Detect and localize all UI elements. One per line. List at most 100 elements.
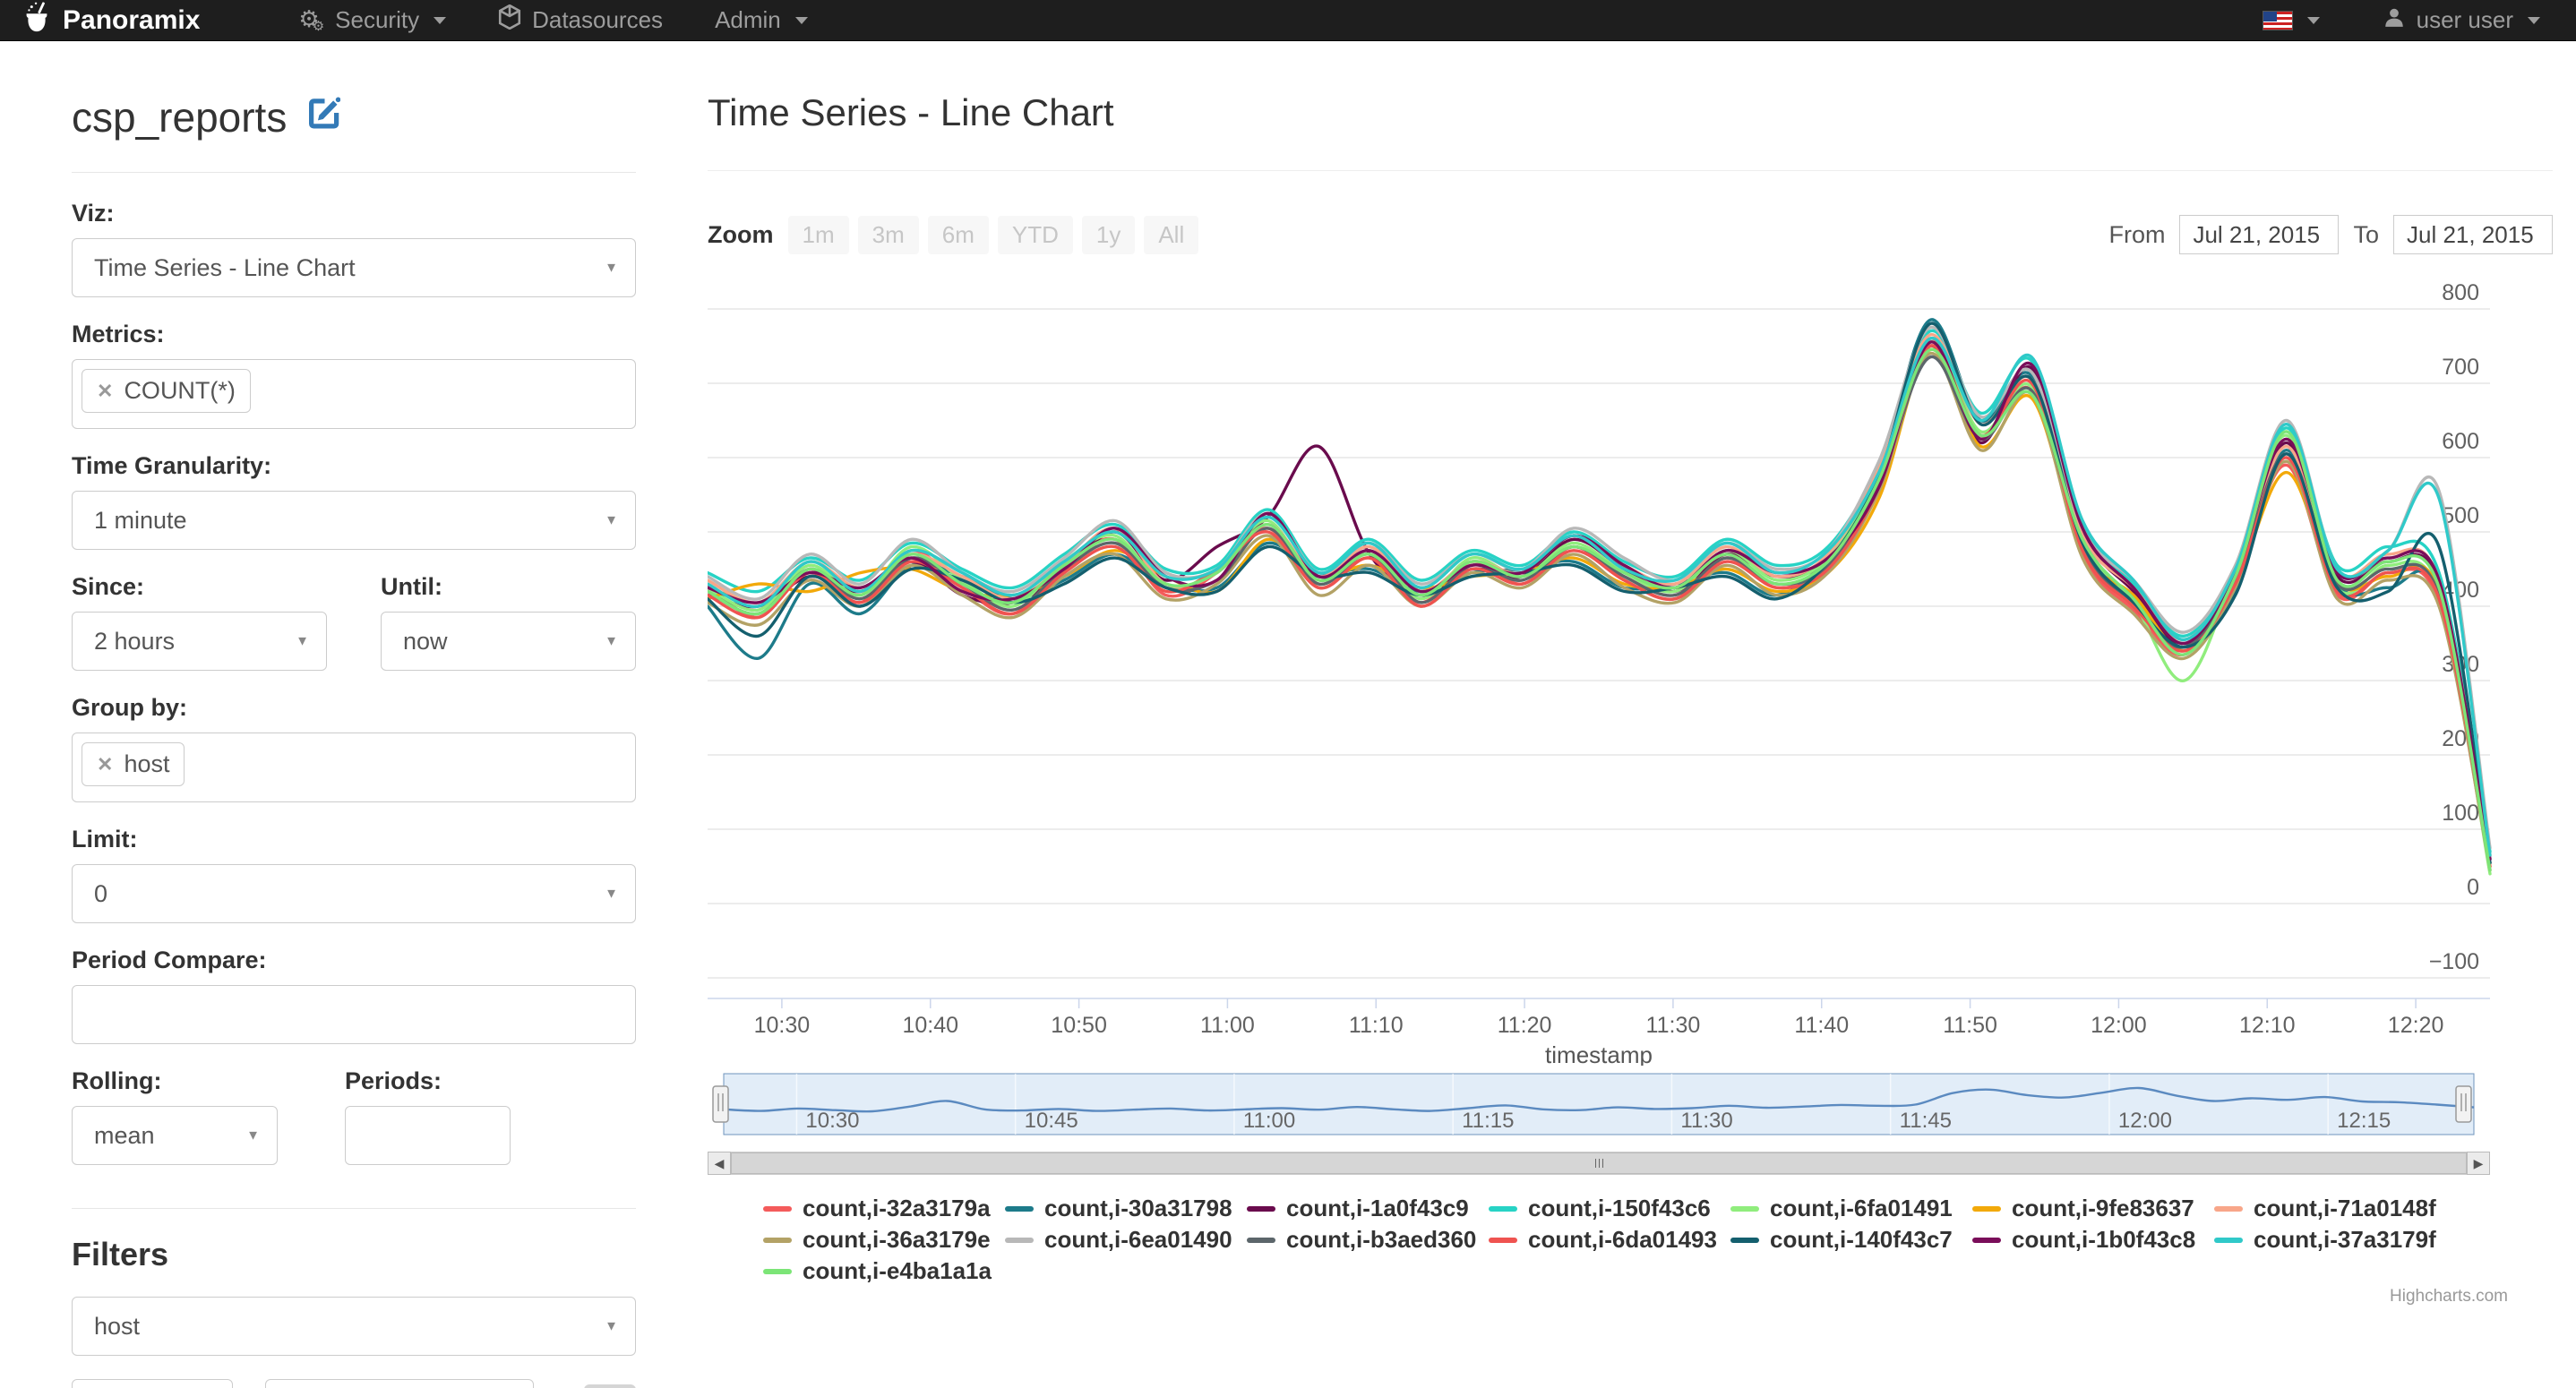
legend-label: count,i-32a3179a: [803, 1195, 991, 1221]
svg-text:11:00: 11:00: [1243, 1109, 1295, 1133]
zoom-range-button[interactable]: 1y: [1081, 215, 1136, 254]
legend-swatch: [1489, 1205, 1517, 1212]
nav-datasources[interactable]: Datasources: [498, 4, 663, 36]
legend-item[interactable]: count,i-36a3179e: [763, 1226, 1005, 1254]
remove-filter-button[interactable]: −: [584, 1384, 636, 1388]
to-label: To: [2353, 220, 2379, 248]
from-date-input[interactable]: [2179, 215, 2340, 254]
svg-text:12:00: 12:00: [2091, 1013, 2147, 1038]
legend-item[interactable]: count,i-6ea01490: [1005, 1226, 1247, 1254]
viz-select[interactable]: Time Series - Line Chart: [72, 238, 636, 297]
legend-item[interactable]: count,i-9fe83637: [1972, 1195, 2214, 1222]
groupby-chip: ✕ host: [82, 742, 185, 786]
legend-swatch: [1730, 1205, 1759, 1212]
svg-text:12:15: 12:15: [2337, 1109, 2391, 1133]
legend-item[interactable]: count,i-1a0f43c9: [1247, 1195, 1489, 1222]
svg-text:11:30: 11:30: [1680, 1109, 1732, 1133]
us-flag-icon: [2262, 10, 2293, 30]
scrollbar-thumb[interactable]: [731, 1152, 2467, 1174]
legend-item[interactable]: count,i-b3aed360: [1247, 1226, 1489, 1254]
legend-item[interactable]: count,i-140f43c7: [1730, 1226, 1972, 1254]
series-line: [706, 352, 2492, 872]
svg-text:11:50: 11:50: [1943, 1013, 1997, 1038]
zoom-range-button[interactable]: 3m: [857, 215, 919, 254]
svg-text:11:00: 11:00: [1200, 1013, 1255, 1038]
chevron-down-icon: [434, 16, 447, 24]
legend-label: count,i-37a3179f: [2254, 1226, 2436, 1253]
groupby-input[interactable]: ✕ host: [72, 733, 636, 802]
legend-swatch: [763, 1205, 792, 1212]
rolling-select[interactable]: mean: [72, 1106, 278, 1165]
chart-scrollbar[interactable]: ◀ ▶: [708, 1152, 2490, 1175]
legend-label: count,i-6da01493: [1528, 1226, 1717, 1253]
from-label: From: [2108, 220, 2166, 248]
user-name: user user: [2416, 6, 2513, 33]
to-date-input[interactable]: [2393, 215, 2553, 254]
filter-op-select[interactable]: in: [72, 1379, 233, 1388]
navigator-handle[interactable]: [2455, 1085, 2472, 1123]
period-compare-input[interactable]: [72, 985, 636, 1044]
remove-groupby-icon[interactable]: ✕: [97, 752, 114, 775]
legend-item[interactable]: count,i-37a3179f: [2214, 1226, 2456, 1254]
nav-security[interactable]: ⚙ ⚙ Security: [298, 6, 447, 34]
legend-swatch: [1972, 1205, 2001, 1212]
user-menu[interactable]: user user: [2383, 5, 2540, 35]
legend-item[interactable]: count,i-32a3179a: [763, 1195, 1005, 1222]
zoom-range-button[interactable]: 1m: [787, 215, 849, 254]
svg-text:800: 800: [2442, 280, 2479, 305]
filter-value-input[interactable]: [265, 1379, 534, 1388]
scroll-right-arrow[interactable]: ▶: [2467, 1152, 2490, 1175]
app-brand[interactable]: Panoramix: [20, 0, 200, 41]
chevron-down-icon: [2306, 16, 2320, 24]
language-menu[interactable]: [2262, 10, 2320, 30]
svg-text:12:10: 12:10: [2239, 1013, 2296, 1038]
since-select[interactable]: 2 hours: [72, 612, 327, 671]
edit-datasource-icon[interactable]: [303, 93, 341, 141]
filter-field-select[interactable]: host: [72, 1297, 636, 1356]
limit-label: Limit:: [72, 826, 138, 853]
legend-item[interactable]: count,i-1b0f43c8: [1972, 1226, 2214, 1254]
svg-text:11:30: 11:30: [1646, 1013, 1701, 1038]
limit-select[interactable]: 0: [72, 864, 636, 923]
legend-item[interactable]: count,i-e4ba1a1a: [763, 1257, 1005, 1285]
granularity-select[interactable]: 1 minute: [72, 491, 636, 550]
metrics-input[interactable]: ✕ COUNT(*): [72, 359, 636, 429]
scroll-left-arrow[interactable]: ◀: [708, 1152, 731, 1175]
legend-item[interactable]: count,i-6da01493: [1489, 1226, 1730, 1254]
svg-text:10:50: 10:50: [1051, 1013, 1107, 1038]
legend-item[interactable]: count,i-30a31798: [1005, 1195, 1247, 1222]
svg-text:11:45: 11:45: [1900, 1109, 1952, 1133]
zoom-range-button[interactable]: All: [1144, 215, 1199, 254]
periods-input[interactable]: [345, 1106, 511, 1165]
page-title: Time Series - Line Chart: [708, 91, 1114, 133]
legend-swatch: [1005, 1205, 1034, 1212]
zoom-label: Zoom: [708, 220, 774, 248]
legend-item[interactable]: count,i-6fa01491: [1730, 1195, 1972, 1222]
legend-item[interactable]: count,i-71a0148f: [2214, 1195, 2456, 1222]
chart-legend: count,i-32a3179a count,i-30a31798 count,i-…: [708, 1195, 2499, 1285]
remove-metric-icon[interactable]: ✕: [97, 379, 114, 402]
legend-label: count,i-1b0f43c8: [2012, 1226, 2196, 1253]
nav-admin[interactable]: Admin: [715, 6, 808, 34]
legend-swatch: [1005, 1237, 1034, 1243]
legend-label: count,i-b3aed360: [1286, 1226, 1477, 1253]
svg-text:600: 600: [2442, 429, 2479, 454]
legend-item[interactable]: count,i-150f43c6: [1489, 1195, 1730, 1222]
scrollbar-track[interactable]: [731, 1152, 2467, 1175]
navigator-handle[interactable]: [712, 1085, 729, 1123]
legend-label: count,i-30a31798: [1044, 1195, 1232, 1221]
highcharts-credit: Highcharts.com: [2390, 1287, 2508, 1306]
zoom-range-button[interactable]: YTD: [997, 215, 1073, 254]
zoom-range-button[interactable]: 6m: [927, 215, 989, 254]
chevron-down-icon: [2528, 16, 2540, 24]
legend-swatch: [1489, 1237, 1517, 1243]
groupby-chip-label: host: [124, 750, 170, 777]
legend-swatch: [1247, 1237, 1275, 1243]
rolling-label: Rolling:: [72, 1067, 162, 1094]
chevron-down-icon: [794, 16, 808, 24]
until-select[interactable]: now: [381, 612, 636, 671]
svg-text:−100: −100: [2429, 949, 2479, 974]
legend-label: count,i-9fe83637: [2012, 1195, 2194, 1221]
legend-label: count,i-6ea01490: [1044, 1226, 1232, 1253]
metrics-label: Metrics:: [72, 321, 165, 347]
